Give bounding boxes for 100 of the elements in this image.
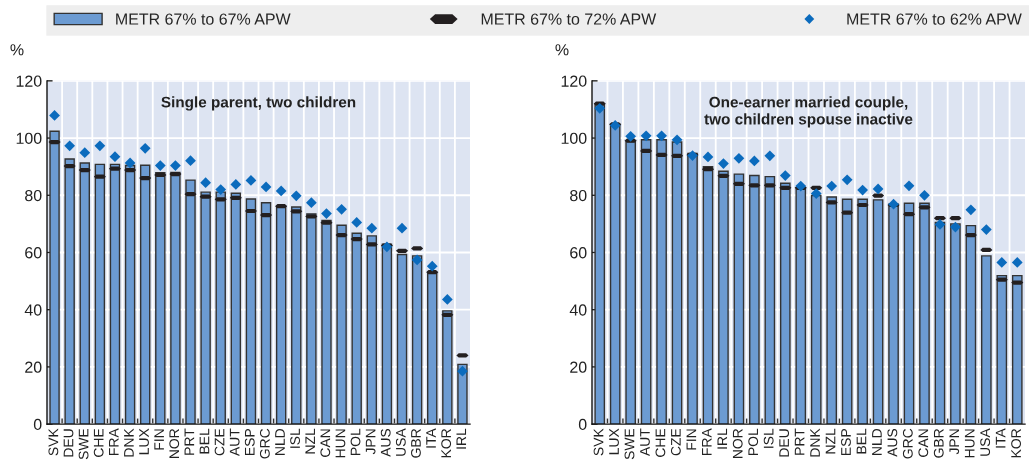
bar [919, 202, 930, 425]
bar [124, 164, 136, 425]
point [170, 160, 181, 171]
point [872, 183, 884, 195]
bar [996, 274, 1008, 425]
x-tick-label: ISL [763, 428, 774, 448]
y-tick-label: 0 [33, 418, 42, 431]
x-tick-label: CZE [670, 428, 681, 456]
bar [749, 174, 760, 425]
bar [795, 187, 807, 425]
x-tick-label: SVK [593, 428, 604, 456]
point [980, 224, 992, 235]
x-tick-label: HUN [335, 429, 346, 458]
x-tick-label: JPN [949, 429, 960, 455]
bar [49, 130, 60, 425]
point [733, 152, 745, 164]
x-tick-label: GBR [411, 428, 421, 458]
y-tick-label: 40 [24, 304, 42, 316]
point [795, 180, 807, 192]
x-tick-label: BEL [199, 428, 210, 454]
legend-label: METR 67% to 62% APW [847, 13, 1022, 25]
x-tick-label: PRT [794, 428, 805, 455]
point [965, 204, 977, 216]
point [640, 130, 652, 142]
x-tick-label: CHE [93, 428, 104, 457]
bar [427, 271, 438, 425]
bar [366, 235, 378, 425]
point [154, 160, 166, 171]
x-tick-label: CZE [214, 428, 225, 456]
x-tick-label: ITA [426, 428, 436, 448]
y-tick-label: 40 [569, 304, 587, 316]
point [185, 155, 196, 167]
x-tick-label: SVK [48, 428, 59, 456]
bar [934, 221, 946, 425]
point [124, 157, 136, 169]
bar [1011, 274, 1023, 425]
x-tick-label: DEU [779, 429, 790, 457]
y-tick-label: 80 [570, 189, 587, 202]
x-tick-label: NZL [305, 428, 315, 454]
x-tick-label: NLD [275, 428, 285, 455]
bar [185, 179, 196, 425]
x-tick-label: ISL [290, 428, 300, 448]
x-tick-label: FRA [109, 428, 119, 455]
x-tick-label: USA [395, 428, 406, 456]
y-tick-label: 120 [561, 75, 587, 87]
bar [609, 123, 621, 425]
x-tick-label: KOR [441, 428, 452, 458]
y-tick-label: 100 [561, 132, 587, 145]
point [290, 190, 302, 202]
bar [965, 224, 977, 425]
y-tick-label: 20 [570, 361, 587, 373]
x-tick-label: IRL [717, 428, 728, 449]
x-tick-label: FIN [686, 429, 697, 450]
y-axis-title: % [555, 44, 569, 56]
x-tick-label: ITA [995, 428, 1006, 448]
bar [950, 223, 961, 425]
x-tick-label: IRL [456, 428, 467, 449]
bar [79, 162, 90, 425]
point [779, 170, 791, 181]
bar [872, 199, 884, 425]
y-tick-label: 60 [570, 247, 587, 259]
bar [306, 213, 317, 425]
point [919, 189, 930, 201]
point [336, 203, 347, 215]
bar [640, 139, 652, 425]
bar [718, 170, 729, 425]
point [441, 294, 453, 305]
point [109, 151, 121, 163]
point [396, 222, 408, 234]
bar [857, 198, 868, 425]
point [1011, 257, 1023, 268]
x-tick-label: AUT [229, 428, 240, 457]
bar [275, 205, 287, 425]
bar [94, 163, 106, 425]
bar [625, 140, 636, 425]
x-tick-label: CAN [320, 429, 331, 457]
y-tick-label: 80 [25, 189, 42, 202]
x-tick-label: POL [748, 428, 759, 455]
x-tick-label: GRC [259, 428, 270, 459]
text: One-earner married couple, two children spouse inactive [704, 96, 913, 128]
x-tick-label: HUN [964, 429, 975, 458]
bar [321, 219, 332, 425]
bar [336, 224, 347, 425]
bar [351, 232, 362, 425]
legend-label: METR 67% to 67% APW [116, 13, 291, 25]
bar [442, 310, 453, 425]
bar [381, 243, 393, 425]
bar [810, 194, 822, 425]
point [671, 134, 683, 146]
x-tick-label: ESP [244, 429, 255, 455]
point [826, 180, 838, 192]
point [609, 120, 621, 131]
point [321, 208, 332, 219]
x-tick-label: POL [350, 428, 361, 455]
x-tick-label: NLD [872, 428, 882, 455]
x-tick-label: NOR [169, 428, 180, 459]
bar [594, 103, 606, 425]
x-tick-label: AUS [380, 428, 391, 457]
bar [200, 191, 211, 425]
point [351, 217, 363, 228]
